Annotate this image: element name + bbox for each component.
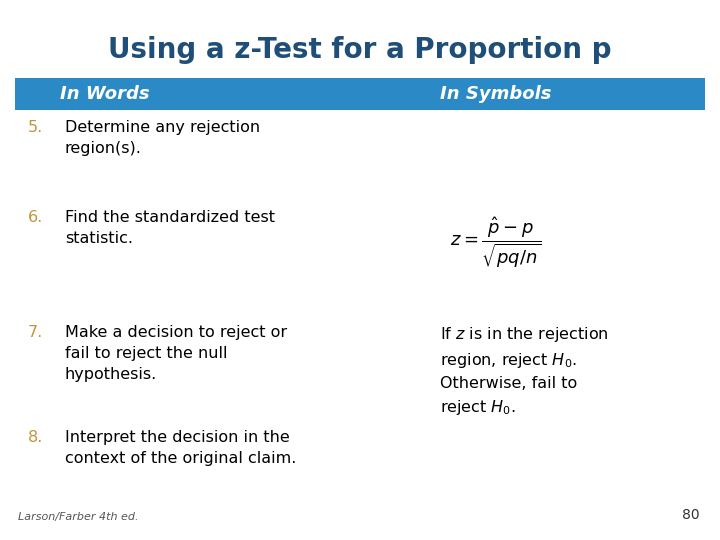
Text: 8.: 8.	[28, 430, 43, 445]
Text: 80: 80	[683, 508, 700, 522]
Text: If $z$ is in the rejection
region, reject $H_0$.
Otherwise, fail to
reject $H_0$: If $z$ is in the rejection region, rejec…	[440, 325, 608, 417]
Text: Find the standardized test
statistic.: Find the standardized test statistic.	[65, 210, 275, 246]
Text: Interpret the decision in the
context of the original claim.: Interpret the decision in the context of…	[65, 430, 297, 466]
Text: In Words: In Words	[60, 85, 150, 103]
Text: $z = \dfrac{\hat{p} - p}{\sqrt{pq/n}}$: $z = \dfrac{\hat{p} - p}{\sqrt{pq/n}}$	[450, 215, 541, 269]
Text: 5.: 5.	[28, 120, 43, 135]
Text: Determine any rejection
region(s).: Determine any rejection region(s).	[65, 120, 260, 156]
Text: 6.: 6.	[28, 210, 43, 225]
Text: Larson/Farber 4th ed.: Larson/Farber 4th ed.	[18, 512, 138, 522]
Text: Make a decision to reject or
fail to reject the null
hypothesis.: Make a decision to reject or fail to rej…	[65, 325, 287, 382]
Text: Using a z-Test for a Proportion p: Using a z-Test for a Proportion p	[108, 36, 612, 64]
Bar	[15, 78, 705, 110]
Text: In Symbols: In Symbols	[440, 85, 552, 103]
Text: 7.: 7.	[28, 325, 43, 340]
